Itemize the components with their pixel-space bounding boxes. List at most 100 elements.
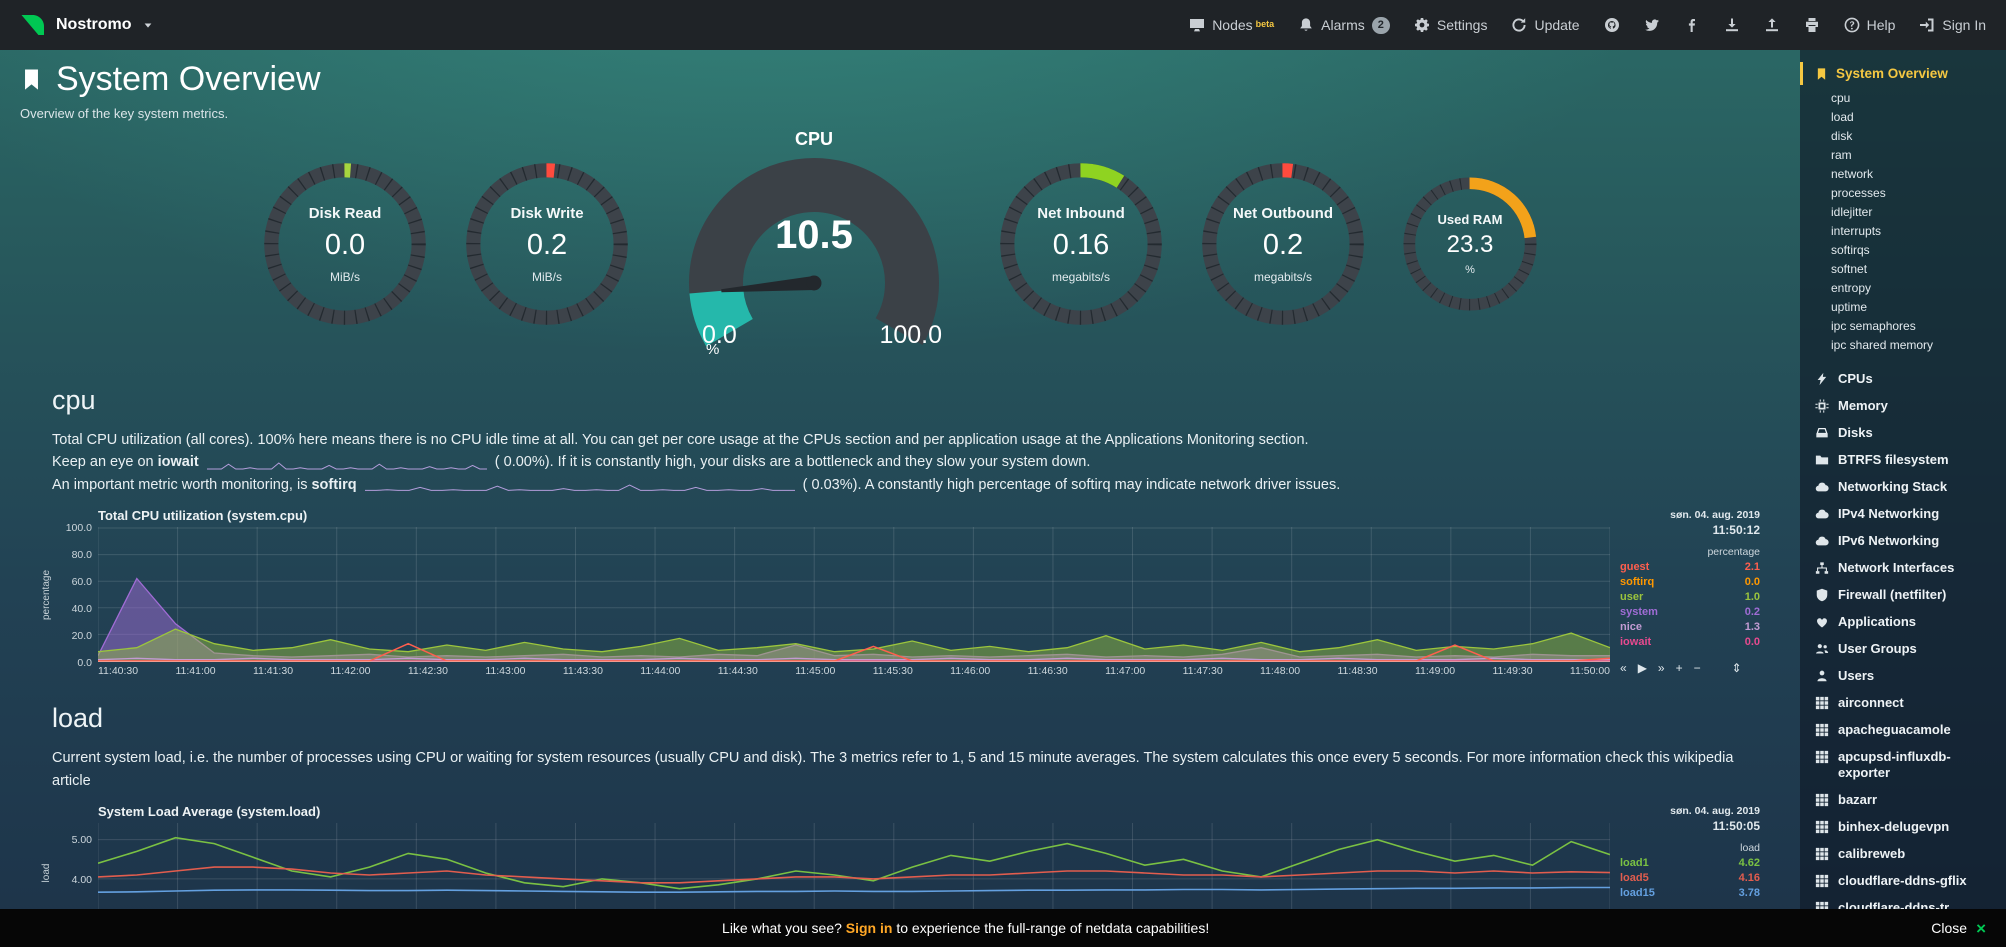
sidebar-section-item[interactable]: Networking Stack (1815, 473, 2000, 500)
sidebar-subitem[interactable]: cpu (1831, 91, 1851, 105)
sidebar-subitem[interactable]: processes (1831, 186, 1886, 200)
x-tick-label: 11:40:30 (98, 665, 139, 678)
signin-button[interactable]: Sign In (1919, 17, 1986, 33)
sidebar-subitem[interactable]: ipc shared memory (1831, 338, 1934, 352)
sidebar-section-item[interactable]: apcupsd-influxdb-exporter (1815, 743, 2000, 786)
legend-item[interactable]: guest 2.1 (1620, 560, 1760, 575)
load-section-heading[interactable]: load (52, 703, 104, 734)
iowait-sparkline[interactable] (206, 456, 487, 470)
legend-item[interactable]: load1 4.62 (1620, 856, 1760, 871)
banner-signin-link[interactable]: Sign in (845, 920, 893, 936)
cpu-section-heading[interactable]: cpu (52, 385, 96, 415)
github-button[interactable] (1604, 17, 1620, 33)
sidebar-section-item[interactable]: apacheguacamole (1815, 716, 2000, 743)
pan-left-icon[interactable]: « (1620, 661, 1627, 676)
section-label: BTRFS filesystem (1838, 451, 1949, 467)
x-tick-label: 11:43:00 (485, 665, 526, 678)
sidebar-section-item[interactable]: binhex-delugevpn (1815, 813, 2000, 840)
sidebar-section-item[interactable]: Users (1815, 662, 2000, 689)
legend-dimension-value: 0.0 (1744, 575, 1760, 588)
sidebar-section-item[interactable]: User Groups (1815, 635, 2000, 662)
gauge-labels: Used RAM 23.3 % (1400, 174, 1540, 314)
cpu-gauge[interactable]: CPU 10.5 0.0 100.0 % (664, 129, 964, 359)
sidebar-subitem[interactable]: ipc semaphores (1831, 319, 1916, 333)
sidebar-section-item[interactable]: calibreweb (1815, 840, 2000, 867)
alarms-button[interactable]: Alarms 2 (1298, 16, 1390, 34)
legend-dimension-value: 2.1 (1744, 560, 1760, 573)
sidebar-section-item[interactable]: IPv6 Networking (1815, 527, 2000, 554)
cpu-chart-plot[interactable] (98, 527, 1610, 663)
sidebar-subitem[interactable]: uptime (1831, 300, 1868, 314)
sidebar-section-item[interactable]: Firewall (netfilter) (1815, 581, 2000, 608)
sidebar-section-item[interactable]: bazarr (1815, 786, 2000, 813)
resize-handle-icon[interactable]: ⇕ (1731, 661, 1742, 676)
nodes-label: Nodes (1212, 17, 1253, 33)
settings-button[interactable]: Settings (1414, 17, 1487, 33)
alarms-count-badge: 2 (1371, 16, 1390, 34)
sidebar-subitem[interactable]: ram (1831, 148, 1852, 162)
gauge-value: 0.0 (324, 228, 366, 261)
section-icon (1815, 588, 1829, 602)
sidebar-section-item[interactable]: Network Interfaces (1815, 554, 2000, 581)
sidebar-section-item[interactable]: Memory (1815, 392, 2000, 419)
cpu-gauge-value: 10.5 (775, 213, 853, 257)
sidebar-section-item[interactable]: CPUs (1815, 365, 2000, 392)
pan-right-icon[interactable]: » (1657, 661, 1665, 676)
net-outbound-gauge[interactable]: Net Outbound 0.2 megabits/s (1198, 159, 1368, 329)
facebook-button[interactable] (1684, 17, 1700, 33)
desc-text: A constantly high percentage of softirq … (861, 476, 1341, 493)
sidebar-subitem[interactable]: interrupts (1831, 224, 1882, 238)
sidebar-subitem[interactable]: entropy (1831, 281, 1872, 295)
softirq-sparkline[interactable] (364, 478, 795, 492)
help-button[interactable]: Help (1844, 17, 1896, 33)
legend-item[interactable]: iowait 0.0 (1620, 635, 1760, 650)
legend-item[interactable]: load15 3.78 (1620, 886, 1760, 901)
banner-close-button[interactable]: Close × (1931, 920, 1986, 937)
section-icon (1815, 874, 1829, 888)
sidebar-section-item[interactable]: Disks (1815, 419, 2000, 446)
node-selector[interactable]: Nostromo (20, 13, 154, 37)
desc-text: If it is constantly high, your disks are… (553, 454, 1091, 471)
twitter-button[interactable] (1644, 17, 1660, 33)
section-label: Memory (1838, 397, 1888, 413)
sidebar-subitem[interactable]: disk (1831, 129, 1853, 143)
sidebar-subitem[interactable]: softnet (1831, 262, 1868, 276)
legend-item[interactable]: softirq 0.0 (1620, 575, 1760, 590)
sidebar-subitem[interactable]: softirqs (1831, 243, 1870, 257)
sidebar-section-item[interactable]: BTRFS filesystem (1815, 446, 2000, 473)
legend-dimension-name: load1 (1620, 856, 1649, 869)
export-button[interactable] (1724, 17, 1740, 33)
sidebar-section-item[interactable]: Applications (1815, 608, 2000, 635)
play-icon[interactable]: ▶ (1637, 661, 1647, 676)
legend-dimension-value: 4.62 (1738, 856, 1760, 869)
legend-time: 11:50:05 (1712, 818, 1760, 833)
nodes-button[interactable]: Nodes beta (1189, 17, 1274, 33)
used-ram-gauge[interactable]: Used RAM 23.3 % (1400, 174, 1540, 314)
help-label: Help (1866, 17, 1896, 33)
cpu-chart-yaxis: 100.0 80.0 60.0 40.0 20.0 0.0 (65, 522, 92, 670)
update-button[interactable]: Update (1511, 17, 1580, 33)
print-button[interactable] (1804, 17, 1820, 33)
net-inbound-gauge[interactable]: Net Inbound 0.16 megabits/s (996, 159, 1166, 329)
bell-icon (1298, 17, 1314, 33)
legend-item[interactable]: nice 1.3 (1620, 620, 1760, 635)
sidebar-item-system-overview[interactable]: System Overview (1800, 62, 2006, 85)
legend-item[interactable]: load5 4.16 (1620, 871, 1760, 886)
sidebar-subitem[interactable]: network (1831, 167, 1874, 181)
disk-write-gauge[interactable]: Disk Write 0.2 MiB/s (462, 159, 632, 329)
sidebar-section-item[interactable]: cloudflare-ddns-gflix (1815, 867, 2000, 894)
sidebar-subitem[interactable]: load (1831, 110, 1854, 124)
zoom-in-icon[interactable]: + (1675, 661, 1683, 676)
legend-date: søn. 04. aug. 2019 (1670, 805, 1760, 818)
import-button[interactable] (1764, 17, 1780, 33)
legend-item[interactable]: system 0.2 (1620, 605, 1760, 620)
sidebar-section-item[interactable]: IPv4 Networking (1815, 500, 2000, 527)
signin-banner: Like what you see? Sign in to experience… (0, 909, 2006, 947)
legend-item[interactable]: user 1.0 (1620, 590, 1760, 605)
disk-read-gauge[interactable]: Disk Read 0.0 MiB/s (260, 159, 430, 329)
legend-dimension-name: iowait (1620, 635, 1652, 648)
sidebar-section-item[interactable]: airconnect (1815, 689, 2000, 716)
zoom-out-icon[interactable]: − (1693, 661, 1701, 676)
sidebar-subitem[interactable]: idlejitter (1831, 205, 1873, 219)
cpu-gauge-min: 0.0 (702, 321, 737, 349)
